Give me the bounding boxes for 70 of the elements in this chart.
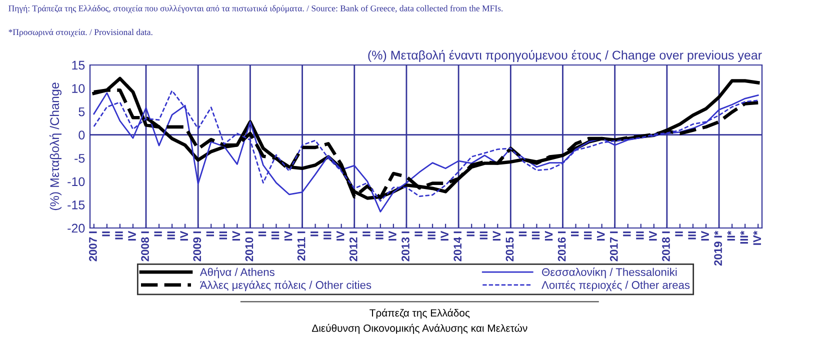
x-tick-label: 2012 I — [349, 232, 358, 262]
x-tick-label: III — [115, 232, 123, 240]
x-tick-label: IV — [232, 230, 240, 241]
x-tick-label: III — [584, 232, 592, 240]
x-tick-label: III — [688, 232, 696, 240]
x-tick-label: IV — [128, 230, 136, 241]
x-tick-label: IV — [388, 230, 396, 241]
x-tick-label: IV — [336, 230, 344, 241]
y-tick-label: -15 — [68, 200, 85, 210]
x-tick-label: IV — [544, 230, 553, 241]
x-tick-label: 2019 I* — [714, 230, 722, 266]
x-tick-label: II — [518, 232, 527, 236]
x-tick-label: II — [362, 232, 370, 236]
y-tick-label: 10 — [72, 84, 85, 93]
x-tick-label: 2014 I — [454, 232, 462, 262]
x-tick-label: II — [675, 232, 683, 236]
x-tick-label: III — [324, 232, 332, 240]
x-tick-label: IV — [701, 230, 709, 241]
y-tick-label: 0 — [78, 130, 85, 140]
y-tick-label: -20 — [68, 224, 85, 233]
x-tick-label: II — [102, 232, 110, 236]
x-tick-label: IV* — [753, 230, 761, 245]
x-tick-label: III — [428, 232, 436, 240]
x-tick-label: IV — [284, 230, 292, 241]
x-tick-label: III — [219, 232, 228, 240]
y-tick-label: -10 — [68, 177, 85, 186]
x-tick-label: II — [206, 232, 214, 236]
x-tick-label: 2010 I — [245, 232, 254, 262]
x-tick-label: III — [480, 232, 488, 240]
x-tick-label: IV — [492, 230, 500, 241]
x-tick-label: 2008 I — [141, 232, 149, 262]
text: *Προσωρινά στοιχεία. / Provisional data. — [8, 28, 152, 37]
text: Διεύθυνση Οικονομικής Ανάλυσης και Μελετών — [312, 324, 528, 334]
legend-label: Θεσσαλονίκη / Thessaloniki — [542, 268, 677, 278]
y-tick-label: 15 — [72, 60, 85, 70]
legend-label: Αθήνα / Athens — [200, 268, 274, 278]
x-tick-label: 2017 I — [610, 232, 618, 262]
x-tick-label: 2007 I — [89, 232, 97, 262]
x-tick-label: III — [167, 232, 175, 240]
x-tick-label: II — [414, 232, 422, 236]
legend-label: Άλλες μεγάλες πόλεις / Other cities — [200, 280, 372, 292]
x-tick-label: 2011 I — [297, 232, 306, 261]
x-tick-label: 2015 I — [506, 232, 514, 262]
x-tick-label: IV — [180, 230, 188, 241]
x-tick-label: II* — [727, 230, 735, 241]
x-tick-label: 2018 I — [662, 232, 670, 262]
y-tick-label: 5 — [78, 108, 85, 116]
chart-title: (%) Μεταβολή έναντι προηγούμενου έτους / Change over previous year — [368, 50, 762, 62]
y-axis-title: (%) Μεταβολή /Change — [50, 82, 62, 210]
x-tick-label: IV — [597, 230, 605, 241]
x-tick-label: III — [376, 232, 384, 240]
x-tick-label: 2009 I — [193, 232, 202, 262]
x-tick-label: II — [623, 232, 631, 236]
x-tick-label: 2016 I — [558, 232, 566, 262]
text: Πηγή: Τράπεζα της Ελλάδος, στοιχεία που συλλέγονται από τα πιστωτικά ιδρύματα. / Source: Bank of Greece, data collected from the MFIs. — [8, 5, 503, 14]
x-tick-label: IV — [649, 230, 657, 241]
x-tick-label: IV — [440, 230, 448, 241]
x-tick-label: II — [258, 232, 266, 236]
legend-label: Λοιπές περιοχές / Other areas — [542, 280, 690, 292]
x-tick-label: II — [154, 232, 162, 236]
x-tick-label: II — [466, 232, 474, 236]
x-tick-label: III* — [740, 230, 748, 244]
x-tick-label: III — [636, 232, 644, 240]
y-tick-label: -5 — [74, 154, 85, 163]
x-tick-label: 2013 I — [402, 232, 410, 262]
x-tick-label: III — [271, 232, 280, 240]
text: Τράπεζα της Ελλάδος — [370, 308, 470, 319]
x-tick-label: III — [532, 232, 540, 240]
x-tick-label: II — [570, 232, 579, 236]
x-tick-label: II — [310, 232, 318, 236]
